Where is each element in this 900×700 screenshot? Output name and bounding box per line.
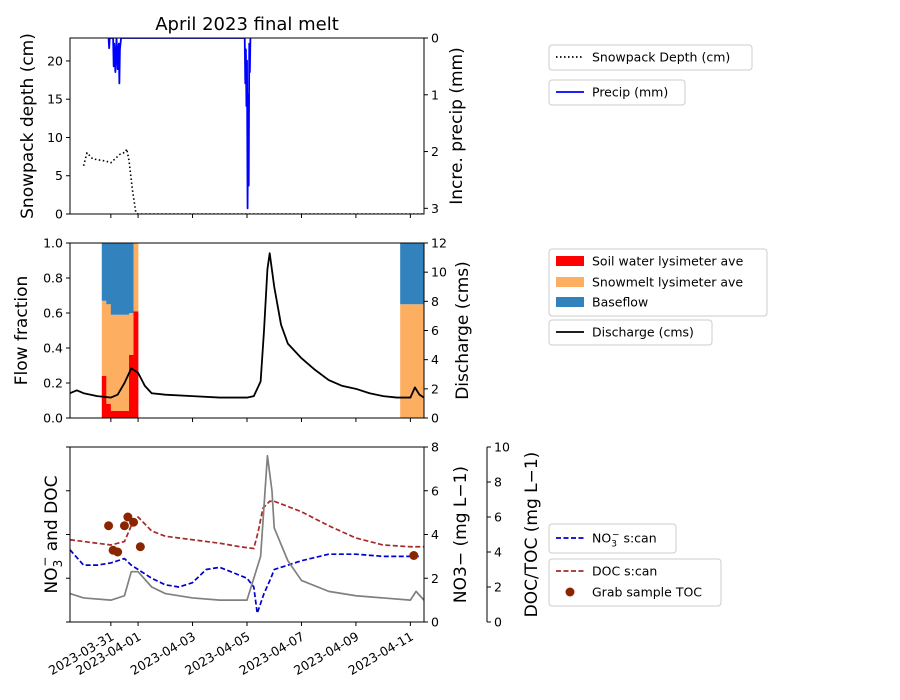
flow-bar-soil — [133, 311, 139, 418]
y-tick-label: 1.0 — [43, 236, 63, 251]
flow-bar-snowmelt — [133, 243, 139, 312]
legend-no3-label: NO3− s:can — [592, 531, 657, 550]
legend-doc-label: DOC s:can — [592, 564, 657, 579]
flow-bar-snowmelt — [101, 300, 107, 376]
panel-snowpack: 0 5 10 15 20 0 1 2 3 Snowpack depth (cm) Incre. pr… — [18, 31, 467, 222]
flow-bar-baseflow — [129, 243, 134, 313]
legend-grab-swatch — [565, 587, 575, 597]
y2-tick-label: 0 — [431, 615, 439, 630]
y2-axis-label: Incre. precip (mm) — [447, 47, 467, 205]
y-tick-label: 0.8 — [43, 271, 63, 286]
y2-axis-label: Discharge (cms) — [453, 261, 473, 400]
legend-soil-label: Soil water lysimeter ave — [592, 254, 744, 269]
y2-tick-label: 1 — [431, 87, 439, 102]
grab-sample-point — [409, 551, 419, 560]
y3-axis-label: DOC/TOC (mg L−1) — [522, 452, 542, 618]
panel-flow-fraction: 0.0 0.2 0.4 0.6 0.8 1.0 0 2 4 6 8 10 12 Flow fraction… — [12, 236, 473, 426]
flow-bar-snowmelt — [110, 314, 121, 411]
flow-bar-baseflow — [101, 243, 107, 301]
flow-bar-snowmelt — [400, 304, 425, 418]
y2-tick-label: 12 — [431, 236, 447, 251]
y2-tick-label: 8 — [494, 475, 502, 490]
grab-sample-point — [113, 547, 123, 557]
legend-baseflow-swatch — [556, 297, 584, 307]
y2-tick-label: 4 — [431, 352, 439, 367]
y-tick-label: 0.0 — [43, 411, 63, 426]
y-tick-label: 0.2 — [43, 376, 63, 391]
y-axis-label: Flow fraction — [12, 276, 32, 386]
y2-tick-label: 10 — [494, 440, 510, 455]
snowpack-line — [82, 148, 424, 214]
legend-soil-swatch — [556, 256, 584, 266]
y-tick-label: 0 — [55, 207, 63, 222]
flow-bar-soil — [119, 411, 130, 418]
y2-tick-label: 2 — [494, 580, 502, 595]
doc-line — [69, 500, 424, 550]
plot-area — [82, 38, 424, 214]
legend-box — [548, 523, 677, 554]
grab-sample-point — [119, 521, 129, 531]
legend-snowmelt-swatch — [556, 277, 584, 287]
figure-title: April 2023 final melt — [155, 14, 339, 35]
legend-box — [548, 79, 686, 106]
y-tick-label: 10 — [47, 130, 63, 145]
flow-bar-baseflow — [119, 243, 130, 315]
y2-tick-label: 2 — [431, 144, 439, 159]
flow-bar-snowmelt — [129, 313, 134, 355]
flow-bar-baseflow — [110, 243, 121, 315]
y2-tick-label: 6 — [494, 510, 502, 525]
y-tick-label: 15 — [47, 92, 63, 107]
legend-grab-label: Grab sample TOC — [592, 585, 702, 600]
legend-snowmelt-label: Snowmelt lysimeter ave — [592, 275, 743, 290]
y2-tick-label: 0 — [431, 411, 439, 426]
flow-bar-soil — [110, 411, 121, 418]
y-axis-label: Snowpack depth (cm) — [18, 33, 38, 219]
legend-box — [548, 558, 722, 607]
legend-snowpack-label: Snowpack Depth (cm) — [592, 50, 730, 65]
legend-discharge-label: Discharge (cms) — [592, 325, 694, 340]
no3-line — [69, 549, 420, 615]
gray-line — [69, 454, 425, 601]
legends: Snowpack Depth (cm) Precip (mm) Soil water… — [548, 44, 768, 607]
legend-box — [548, 44, 753, 71]
legend-baseflow-label: Baseflow — [592, 295, 648, 310]
flow-bar-soil — [106, 404, 112, 418]
y2-tick-label: 2 — [431, 571, 439, 586]
y2-tick-label: 8 — [431, 294, 439, 309]
y2-tick-label: 4 — [494, 545, 502, 560]
y2-tick-label: 0 — [431, 31, 439, 46]
y2-tick-label: 0 — [494, 615, 502, 630]
y-tick-label: 0.4 — [43, 341, 63, 356]
grab-sample-point — [104, 521, 114, 531]
y-axis-label: NO3− and DOC — [38, 476, 65, 594]
y-tick-label: 20 — [47, 53, 63, 68]
y2-tick-label: 2 — [431, 381, 439, 396]
y2-tick-label: 3 — [431, 201, 439, 216]
y2-tick-label: 10 — [431, 265, 447, 280]
discharge-line — [69, 252, 425, 399]
panel-chemistry: 0 2 4 6 8 0 2 4 6 8 10 NO3− and DOC NO3− (mg L−1) DOC… — [38, 440, 542, 678]
flow-bar-baseflow — [400, 243, 425, 305]
grab-sample-point — [129, 517, 139, 527]
legend-box — [548, 248, 768, 317]
y2-tick-label: 8 — [431, 440, 439, 455]
y-tick-label: 0.6 — [43, 306, 63, 321]
y2-tick-label: 6 — [431, 323, 439, 338]
grab-sample-point — [135, 542, 145, 552]
precip-line — [107, 38, 252, 210]
flow-bar-snowmelt — [119, 314, 130, 411]
flow-bar-snowmelt — [106, 304, 112, 404]
y-tick-label: 5 — [55, 168, 63, 183]
flow-bar-soil — [129, 355, 134, 418]
y2-tick-label: 4 — [431, 527, 439, 542]
legend-box — [548, 319, 713, 346]
grab-sample-point — [123, 512, 133, 522]
legend-precip-label: Precip (mm) — [592, 85, 668, 100]
y2-axis-label: NO3− (mg L−1) — [451, 466, 471, 603]
y2-tick-label: 6 — [431, 483, 439, 498]
flow-bar-baseflow — [106, 243, 112, 305]
